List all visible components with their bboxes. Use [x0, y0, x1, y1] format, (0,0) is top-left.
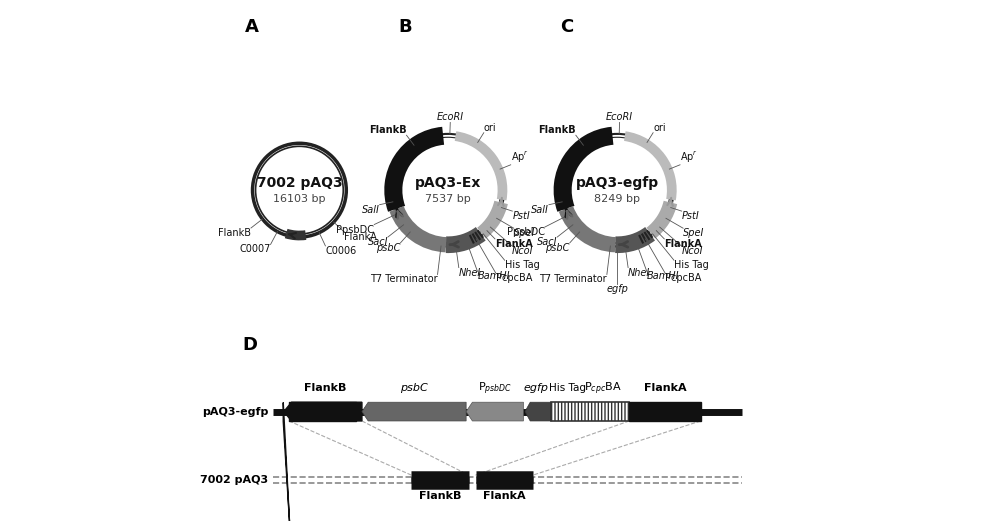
Text: FlankB: FlankB — [369, 125, 407, 135]
Text: 7537 bp: 7537 bp — [425, 193, 471, 204]
Text: Ap$^r$: Ap$^r$ — [511, 150, 529, 165]
Text: D: D — [242, 336, 257, 354]
Text: NheI: NheI — [459, 268, 481, 278]
Text: BamHI: BamHI — [477, 271, 510, 281]
Text: PpsbDC: PpsbDC — [507, 227, 545, 237]
Text: P$_{cpc}$BA: P$_{cpc}$BA — [584, 380, 622, 396]
Text: C0006: C0006 — [325, 246, 357, 256]
Text: 7002 pAQ3: 7002 pAQ3 — [200, 475, 268, 486]
Bar — [629, 402, 701, 421]
Text: FlankB: FlankB — [218, 228, 251, 238]
Text: 7002 pAQ3: 7002 pAQ3 — [257, 176, 342, 190]
Text: SalI: SalI — [531, 205, 549, 215]
Text: NcoI: NcoI — [512, 246, 533, 256]
Text: His Tag: His Tag — [674, 260, 709, 270]
Text: FlankA: FlankA — [495, 239, 533, 249]
Text: SalI: SalI — [362, 205, 380, 215]
Text: FlankB: FlankB — [419, 491, 461, 501]
Bar — [551, 402, 629, 421]
Text: psbC: psbC — [545, 243, 570, 253]
Text: PstI: PstI — [682, 211, 699, 221]
Text: ori: ori — [484, 123, 496, 133]
Text: FlankB: FlankB — [304, 383, 347, 393]
Text: SpeI: SpeI — [514, 228, 535, 238]
Text: C: C — [560, 18, 573, 36]
Text: psbC: psbC — [376, 243, 400, 253]
Text: 8249 bp: 8249 bp — [594, 193, 640, 204]
Text: A: A — [245, 18, 259, 36]
Text: B: B — [398, 18, 412, 36]
Text: SacI: SacI — [537, 237, 557, 247]
Text: P$_{psbDC}$: P$_{psbDC}$ — [478, 380, 512, 396]
Text: egfp: egfp — [606, 284, 628, 294]
Text: FlankB: FlankB — [538, 125, 576, 135]
Text: pAQ3-Ex: pAQ3-Ex — [415, 176, 481, 190]
Polygon shape — [525, 402, 551, 421]
Text: pAQ3-egfp: pAQ3-egfp — [576, 176, 659, 190]
Text: 16103 bp: 16103 bp — [273, 193, 326, 204]
Text: PstI: PstI — [512, 211, 530, 221]
Text: FlankA: FlankA — [664, 239, 702, 249]
Text: BamHI: BamHI — [647, 271, 679, 281]
Text: egfp: egfp — [524, 383, 549, 393]
Text: FlankA: FlankA — [644, 383, 686, 393]
Polygon shape — [466, 402, 523, 421]
Text: Ap$^r$: Ap$^r$ — [680, 150, 698, 165]
Text: FlankA: FlankA — [483, 491, 525, 501]
Polygon shape — [362, 402, 466, 421]
Text: NheI: NheI — [628, 268, 650, 278]
Text: EcoRI: EcoRI — [437, 113, 464, 122]
Text: PcpcBA: PcpcBA — [496, 272, 532, 283]
Text: His Tag: His Tag — [549, 383, 586, 393]
Text: PcpcBA: PcpcBA — [665, 272, 701, 283]
Polygon shape — [284, 402, 362, 421]
Text: pAQ3-egfp: pAQ3-egfp — [202, 406, 268, 417]
Text: ori: ori — [653, 123, 666, 133]
Text: T7 Terminator: T7 Terminator — [539, 275, 607, 284]
Text: C0007: C0007 — [239, 244, 271, 254]
Text: T7 Terminator: T7 Terminator — [370, 275, 438, 284]
Text: SacI: SacI — [367, 237, 388, 247]
Text: psbC: psbC — [400, 383, 428, 393]
Text: FlankA: FlankA — [344, 232, 377, 242]
Text: NcoI: NcoI — [681, 246, 703, 256]
Text: SpeI: SpeI — [683, 228, 704, 238]
Text: PpsbDC: PpsbDC — [336, 225, 374, 234]
Text: His Tag: His Tag — [505, 260, 539, 270]
Text: EcoRI: EcoRI — [606, 113, 633, 122]
